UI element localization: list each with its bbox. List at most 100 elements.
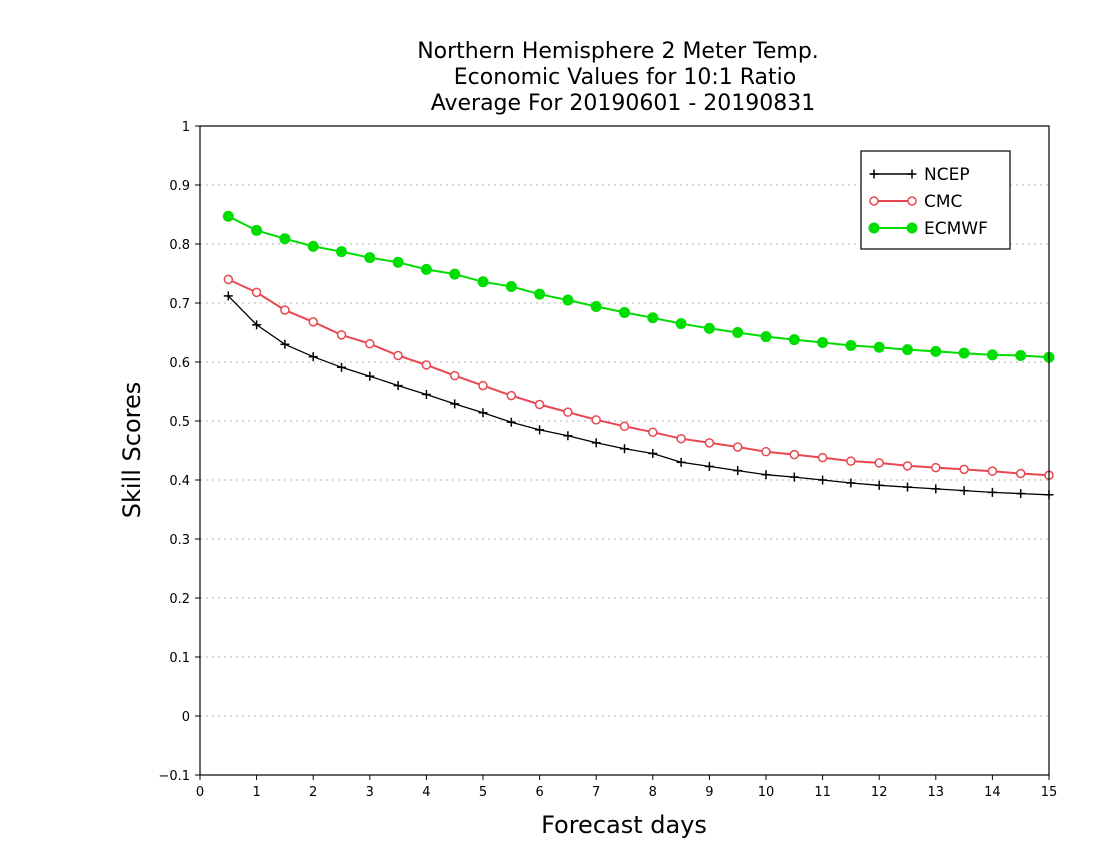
legend-label: ECMWF <box>924 219 988 239</box>
y-axis-ticks: −0.1 0 0.1 0.2 0.3 0.4 0.5 0.6 0.7 0.8 0.9 1 <box>158 120 200 784</box>
ecmwf-point <box>817 337 829 349</box>
ncep-point <box>223 291 233 301</box>
cmc-point <box>874 458 884 468</box>
ncep-point <box>421 389 431 399</box>
ecmwf-point <box>732 327 744 338</box>
cmc-point <box>704 438 715 448</box>
y-tick-label: −0.1 <box>158 769 190 784</box>
cmc-line <box>227 278 1050 477</box>
x-tick-label: 9 <box>705 785 713 800</box>
y-tick-label: 0.4 <box>169 474 190 489</box>
ncep-point <box>789 472 799 482</box>
ecmwf-point <box>449 268 461 280</box>
ncep-line <box>227 295 1050 496</box>
cmc-point <box>1015 468 1026 479</box>
cmc-point <box>506 390 517 401</box>
ncep-point <box>591 438 601 448</box>
ecmwf-point <box>590 301 602 313</box>
x-axis-label: Forecast days <box>541 811 707 839</box>
ncep-point <box>620 444 629 454</box>
ncep-point <box>931 484 941 494</box>
ncep-point <box>308 352 318 362</box>
ecmwf-point <box>222 210 234 222</box>
series-lines <box>222 210 1055 500</box>
ncep-point <box>704 461 714 471</box>
ecmwf-point <box>392 256 404 268</box>
title-line-1: Northern Hemisphere 2 Meter Temp. <box>417 39 819 64</box>
cmc-point <box>676 433 686 444</box>
cmc-point <box>251 287 262 298</box>
ecmwf-point <box>930 345 942 357</box>
cmc-point <box>393 350 403 361</box>
ecmwf-point <box>873 341 885 353</box>
ecmwf-point <box>251 224 263 236</box>
cmc-point <box>280 305 290 315</box>
legend: NCEP CMC ECMWF <box>860 150 1011 250</box>
legend-marker <box>869 169 879 179</box>
y-tick-label: 0.3 <box>169 533 190 548</box>
ecmwf-point <box>336 246 347 258</box>
cmc-point <box>817 452 828 463</box>
ncep-point <box>761 470 771 480</box>
ecmwf-point <box>1015 350 1027 362</box>
ecmwf-point <box>307 240 319 252</box>
y-tick-label: 0 <box>182 710 190 725</box>
ecmwf-point <box>902 344 913 356</box>
legend-marker <box>869 196 879 206</box>
title-line-2: Economic Values for 10:1 Ratio <box>454 65 796 90</box>
ecmwf-point <box>958 347 970 359</box>
ecmwf-point <box>703 322 715 334</box>
ecmwf-point <box>675 318 687 330</box>
ncep-point <box>478 408 488 418</box>
cmc-point <box>789 449 800 460</box>
ncep-point <box>903 482 912 492</box>
legend-marker <box>907 169 917 179</box>
title-line-3: Average For 20190601 - 20190831 <box>431 91 816 116</box>
ncep-point <box>959 486 969 496</box>
plot-area-frame <box>199 125 1050 776</box>
cmc-point <box>308 317 318 327</box>
series-ncep <box>223 291 1054 500</box>
cmc-point <box>534 399 545 410</box>
cmc-point <box>223 274 234 285</box>
legend-marker <box>868 222 880 234</box>
legend-entry-cmc: CMC <box>869 192 962 212</box>
cmc-point <box>421 360 432 370</box>
ncep-point <box>1016 489 1026 499</box>
x-tick-label: 4 <box>422 785 430 800</box>
ecmwf-point <box>364 252 376 264</box>
chart-title: Northern Hemisphere 2 Meter Temp. Econom… <box>417 39 819 116</box>
ecmwf-point <box>845 339 857 351</box>
ecmwf-point <box>647 312 659 324</box>
cmc-point <box>365 338 375 349</box>
series-cmc <box>223 274 1054 481</box>
x-tick-label: 0 <box>196 785 204 800</box>
ncep-point <box>846 478 856 488</box>
ncep-point <box>563 431 573 441</box>
cmc-point <box>619 421 630 432</box>
y-tick-label: 0.7 <box>169 297 190 312</box>
y-tick-label: 0.5 <box>169 415 190 430</box>
ncep-point <box>818 475 828 485</box>
y-axis-label: Skill Scores <box>118 382 146 519</box>
legend-entry-ecmwf: ECMWF <box>868 219 988 239</box>
ncep-point <box>337 362 346 372</box>
cmc-point <box>761 446 771 457</box>
ecmwf-point <box>619 306 630 318</box>
y-tick-label: 0.8 <box>169 238 190 253</box>
ncep-point <box>252 320 262 330</box>
cmc-point <box>846 456 856 466</box>
ecmwf-point <box>760 331 772 343</box>
cmc-point <box>902 461 913 471</box>
x-tick-label: 6 <box>535 785 543 800</box>
legend-label: CMC <box>924 192 962 212</box>
y-tick-label: 0.6 <box>169 356 190 371</box>
y-tick-label: 0.9 <box>169 179 190 194</box>
cmc-point <box>931 462 941 473</box>
x-tick-label: 8 <box>649 785 657 800</box>
x-tick-label: 3 <box>366 785 374 800</box>
x-tick-label: 2 <box>309 785 317 800</box>
legend-label: NCEP <box>924 165 970 185</box>
ecmwf-point <box>505 280 517 292</box>
